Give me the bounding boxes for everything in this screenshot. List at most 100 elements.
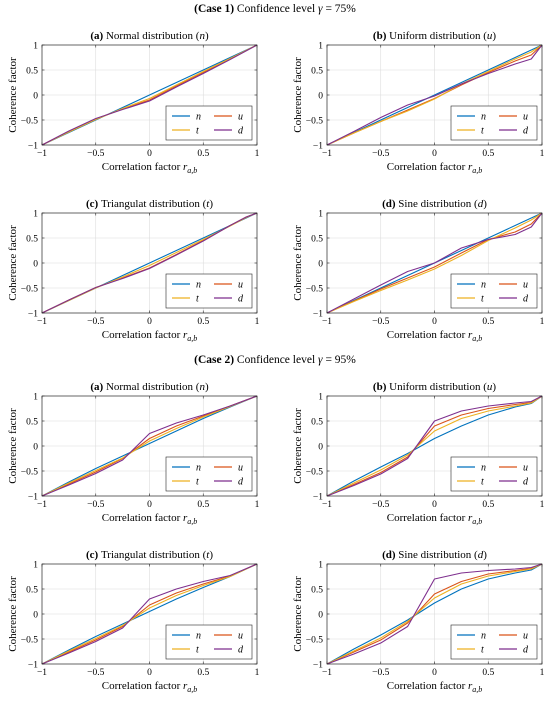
x-axis-label: Correlation factor ra,b [387,161,483,175]
x-tick-label: 0.5 [482,500,494,510]
y-tick-label: −0.5 [21,635,38,645]
series-line-n [41,395,258,497]
series-line-t [326,212,543,314]
chart-panel-5: −1 −0.5 0 0.5 1 −1 −0.5 0 0.5 1 (a) Normal distrib… [7,381,260,526]
legend-label-n: n [481,463,486,474]
chart-panel-6: −1 −0.5 0 0.5 1 −1 −0.5 0 0.5 1 (b) Uniform distri… [292,381,545,526]
legend-label-d: d [238,126,244,137]
case-1-title: (Case 1) Confidence level γ = 75% [0,3,550,15]
x-axis-label: Correlation factor ra,b [387,329,483,343]
x-axis-label-subscript: a,b [187,334,197,343]
x-axis-label-symbol: r [468,161,473,173]
x-axis-label-symbol: r [468,512,473,524]
y-tick-label: −1 [28,492,38,502]
x-axis-label-text: Correlation factor [387,161,468,173]
y-tick-label: 0 [33,610,38,620]
legend: n u t d [450,273,538,309]
x-tick-label: 1 [255,668,260,678]
x-axis-label-subscript: a,b [187,517,197,526]
x-axis-label-text: Correlation factor [387,329,468,341]
panel-title-text: Normal distribution ( [106,381,200,393]
legend-box [450,456,538,492]
panel-title-close: ) [483,198,487,210]
x-tick-label: 1 [540,149,545,159]
series-line-u [326,563,543,665]
x-tick-label: −0.5 [87,668,104,678]
y-tick-label: 0.5 [311,66,323,76]
panel-title: (d) Sine distribution (d) [382,198,487,210]
case-1-text: Confidence level [236,3,319,15]
legend: n u t d [165,456,253,492]
x-tick-label: 0 [432,500,437,510]
series-line-d [41,44,258,146]
legend-box [165,105,253,141]
legend-label-d: d [523,645,529,656]
legend: n u t d [165,624,253,660]
x-tick-label: −0.5 [372,149,389,159]
legend-label-u: u [523,280,528,291]
x-tick-label: 0 [147,668,152,678]
x-axis-label-subscript: a,b [472,166,482,175]
legend-label-n: n [481,280,486,291]
panel-label: (d) [382,198,398,210]
y-tick-label: −1 [28,660,38,670]
panel-title-close: ) [209,198,213,210]
x-axis-label: Correlation factor ra,b [102,680,198,694]
x-tick-label: −1 [322,149,332,159]
y-axis-label: Coherence factor [292,57,304,133]
panel-title-text: Normal distribution ( [106,30,200,42]
y-tick-label: −1 [313,660,323,670]
x-axis-label-text: Correlation factor [387,680,468,692]
x-axis-label-symbol: r [183,329,188,341]
legend-label-t: t [196,294,199,305]
legend-label-u: u [238,631,243,642]
legend-label-n: n [481,112,486,123]
panel-title-symbol: n [199,381,205,393]
x-axis-label-subscript: a,b [187,166,197,175]
x-axis-label: Correlation factor ra,b [102,329,198,343]
legend-box [165,273,253,309]
legend-label-t: t [196,477,199,488]
y-tick-label: 0.5 [311,234,323,244]
panel-title: (a) Normal distribution (n) [90,381,209,393]
x-tick-label: 0.5 [197,500,209,510]
chart-panel-7: −1 −0.5 0 0.5 1 −1 −0.5 0 0.5 1 (c) Triangulat dis… [7,549,260,694]
panel-title-text: Triangulat distribution ( [101,549,207,561]
panel-label: (a) [90,381,106,393]
legend-label-d: d [523,477,529,488]
panel-title-close: ) [205,30,209,42]
x-tick-label: −0.5 [87,500,104,510]
legend-label-t: t [196,126,199,137]
y-axis-label: Coherence factor [292,576,304,652]
x-axis-label: Correlation factor ra,b [387,680,483,694]
y-tick-label: −0.5 [21,284,38,294]
legend-box [165,456,253,492]
y-tick-label: 1 [33,392,38,402]
x-tick-label: 1 [540,317,545,327]
x-axis-label: Correlation factor ra,b [102,161,198,175]
y-tick-label: 0 [318,91,323,101]
y-tick-label: −0.5 [306,116,323,126]
case-2-gamma: γ [318,354,323,366]
series-line-t [326,44,543,146]
legend-box [450,273,538,309]
panel-label: (c) [86,549,101,561]
y-tick-label: 0.5 [26,66,38,76]
y-tick-label: −0.5 [21,116,38,126]
panel-title: (b) Uniform distribution (u) [373,381,496,393]
series-line-d [41,212,258,314]
panel-title-close: ) [483,549,487,561]
panel-title-symbol: d [478,198,484,210]
panel-title-symbol: u [487,30,493,42]
series-line-d [41,563,258,665]
x-axis-label-text: Correlation factor [102,680,183,692]
x-tick-label: 1 [255,149,260,159]
x-tick-label: 0.5 [482,317,494,327]
panel-title-symbol: u [487,381,493,393]
y-tick-label: 0 [318,610,323,620]
legend-label-n: n [196,631,201,642]
legend: n u t d [450,624,538,660]
panel-title-symbol: t [206,198,210,210]
legend-label-d: d [523,126,529,137]
panel-title-text: Sine distribution ( [398,549,478,561]
